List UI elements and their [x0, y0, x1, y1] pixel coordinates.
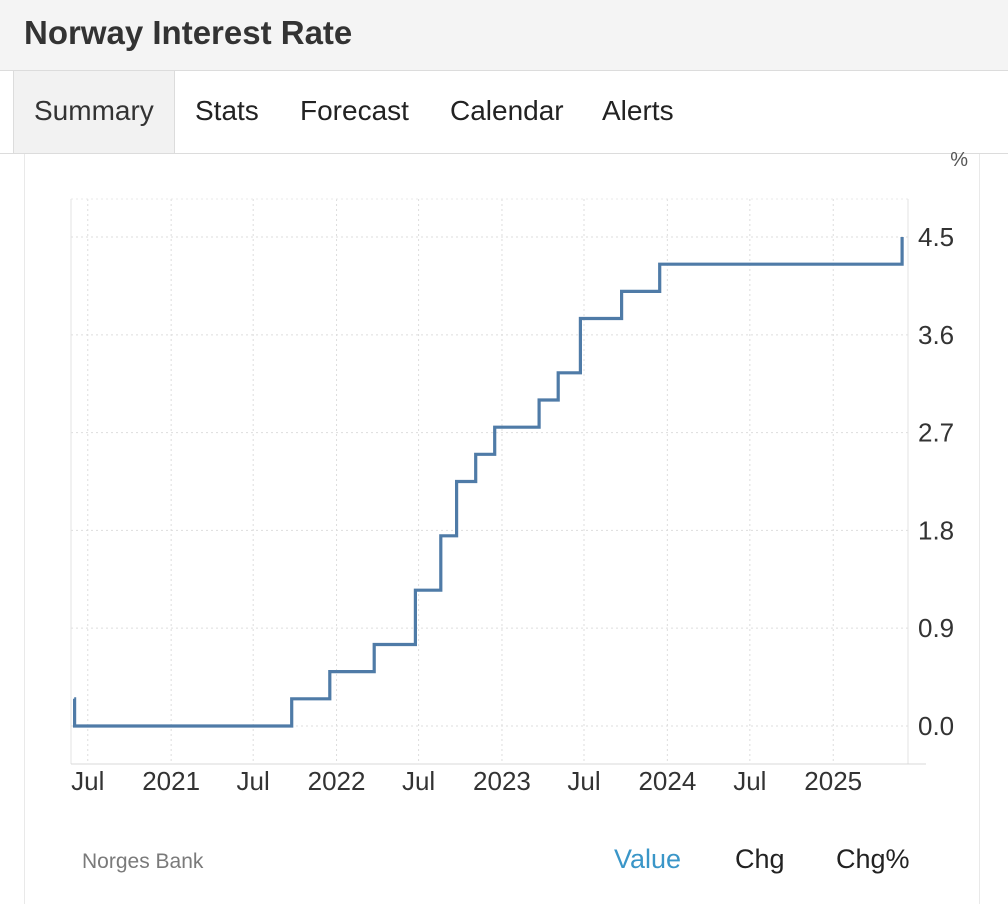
- x-tick-label: 2023: [473, 766, 531, 796]
- tab-stats[interactable]: Stats: [195, 95, 259, 126]
- tab-bar: Summary Stats Forecast Calendar Alerts: [0, 71, 1008, 154]
- y-tick-label: 0.0: [918, 711, 954, 741]
- chart-series: [73, 237, 904, 728]
- y-tick-label: 1.8: [918, 515, 954, 545]
- x-tick-label: 2021: [142, 766, 200, 796]
- x-tick-label: 2025: [804, 766, 862, 796]
- x-tick-label: Jul: [71, 766, 104, 796]
- y-unit-label: %: [950, 149, 968, 171]
- y-tick-label: 0.9: [918, 613, 954, 643]
- chart-axes: [70, 198, 926, 765]
- x-tick-label: 2022: [308, 766, 366, 796]
- chg-button[interactable]: Chg: [735, 844, 785, 874]
- y-tick-label: 4.5: [918, 222, 954, 252]
- value-button[interactable]: Value: [614, 844, 682, 874]
- tab-forecast[interactable]: Forecast: [300, 95, 409, 126]
- source-label: Norges Bank: [82, 850, 204, 873]
- x-tick-label: Jul: [733, 766, 766, 796]
- x-tick-label: Jul: [237, 766, 270, 796]
- x-tick-label: 2024: [638, 766, 696, 796]
- chg-percent-button[interactable]: Chg%: [836, 844, 910, 874]
- y-tick-label: 2.7: [918, 418, 954, 448]
- chart-grid: [71, 199, 908, 764]
- series-line: [73, 237, 904, 728]
- x-tick-label: Jul: [402, 766, 435, 796]
- chart-labels: Jul 2021 Jul 2022 Jul 2023 Jul 2024 Jul 2025 0.0 0.…: [71, 149, 968, 796]
- x-tick-label: Jul: [567, 766, 600, 796]
- page-title: Norway Interest Rate: [24, 14, 353, 51]
- tab-calendar[interactable]: Calendar: [450, 95, 564, 126]
- tab-summary[interactable]: Summary: [13, 71, 175, 153]
- tab-alerts[interactable]: Alerts: [602, 95, 674, 126]
- chart-card: [24, 154, 980, 904]
- title-bar: Norway Interest Rate: [0, 0, 1008, 71]
- y-tick-label: 3.6: [918, 320, 954, 350]
